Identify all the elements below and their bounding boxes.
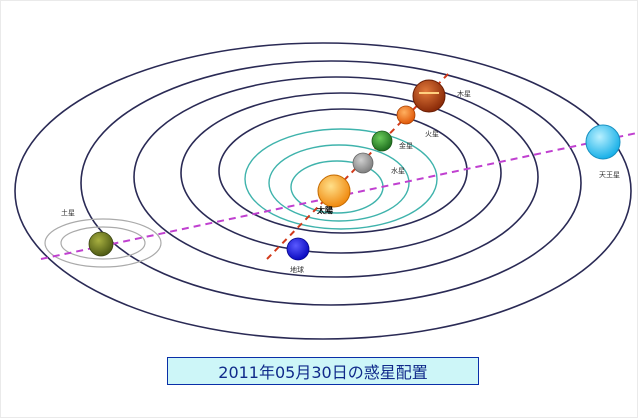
planet-mars: 火星: [396, 105, 439, 138]
planet-jupiter: 木星: [412, 79, 471, 113]
planet-mercury: 水星: [352, 152, 405, 175]
venus-label: 金星: [399, 141, 413, 150]
mercury-label: 水星: [391, 166, 405, 175]
diagram-caption: 2011年05月30日の惑星配置: [167, 357, 479, 385]
saturn-label: 土星: [61, 208, 75, 217]
orbit-ring: [80, 60, 582, 306]
orbit-ring: [244, 128, 438, 230]
mars-label: 火星: [425, 130, 439, 138]
orbit-ring: [14, 42, 632, 340]
uranus-label: 天王星: [599, 171, 620, 179]
planet-sun: 太陽: [316, 174, 351, 215]
jupiter-label: 木星: [457, 89, 471, 98]
saturn-ring: [44, 218, 162, 268]
saturn-rings: [44, 218, 162, 268]
planet-uranus: 天王星: [585, 124, 621, 179]
caption-text: 2011年05月30日の惑星配置: [218, 363, 428, 382]
saturn-ring: [60, 226, 146, 260]
planet-venus: 金星: [371, 130, 413, 152]
orbit-ring: [268, 144, 410, 222]
orbit-ring: [218, 108, 468, 234]
planet-saturn: 土星: [61, 208, 114, 257]
planet-earth: 地球: [286, 237, 310, 274]
outer-orbits: [14, 42, 632, 340]
sun-label: 太陽: [316, 205, 333, 215]
orbit-ring: [180, 92, 502, 254]
orbit-ring: [133, 76, 539, 278]
earth-label: 地球: [290, 265, 304, 274]
